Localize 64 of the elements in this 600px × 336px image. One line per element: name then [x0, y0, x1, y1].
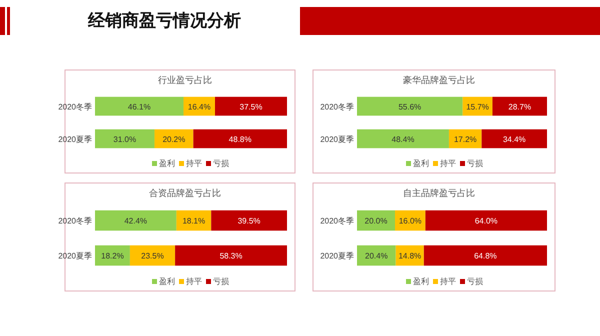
chart-title: 自主品牌盈亏占比: [403, 188, 475, 198]
bar: [357, 129, 449, 148]
data-label: 42.4%: [124, 216, 148, 226]
y-tick-label: 2020冬季: [58, 216, 92, 226]
bar: [175, 245, 287, 266]
data-label: 55.6%: [398, 102, 422, 112]
bar: [95, 96, 184, 116]
data-label: 64.0%: [474, 216, 498, 226]
bar: [95, 129, 155, 148]
data-label: 14.8%: [398, 252, 422, 260]
legend-label: 亏损: [213, 277, 229, 286]
legend-label: 盈利: [413, 159, 429, 168]
legend-label: 盈利: [413, 277, 429, 286]
chart-title: 行业盈亏占比: [158, 75, 212, 85]
bar: [215, 96, 287, 116]
legend-label: 亏损: [467, 277, 483, 286]
y-tick-label: 2020冬季: [320, 216, 354, 226]
bar: [425, 210, 547, 231]
data-label: 37.5%: [240, 102, 262, 112]
data-label: 17.2%: [454, 134, 477, 144]
data-label: 20.4%: [365, 252, 388, 260]
bar: [130, 245, 176, 266]
bar: [482, 129, 547, 148]
data-label: 20.2%: [162, 134, 186, 144]
y-tick-label: 2020夏季: [58, 252, 92, 260]
data-label: 16.0%: [398, 216, 422, 226]
legend-label: 亏损: [213, 159, 229, 168]
chart-title: 豪华品牌盈亏占比: [403, 75, 475, 85]
data-label: 23.5%: [141, 252, 164, 260]
text: 经销商盈亏情况分析: [87, 11, 241, 30]
bar: [492, 96, 547, 116]
data-label: 18.1%: [182, 216, 206, 226]
legend-label: 持平: [440, 277, 456, 286]
y-tick-label: 2020夏季: [320, 252, 354, 260]
bar: [357, 96, 463, 116]
legend-label: 盈利: [159, 277, 175, 286]
data-label: 16.4%: [188, 102, 211, 112]
legend-label: 亏损: [467, 159, 483, 168]
chart-title: 合资品牌盈亏占比: [149, 188, 221, 198]
data-label: 18.2%: [101, 252, 124, 260]
legend-label: 持平: [440, 159, 456, 168]
data-label: 20.0%: [364, 216, 388, 226]
data-label: 34.4%: [502, 134, 526, 144]
data-label: 64.8%: [474, 252, 497, 260]
data-label: 15.7%: [466, 102, 489, 112]
data-label: 48.8%: [228, 134, 252, 144]
y-tick-label: 2020夏季: [320, 134, 354, 144]
bar: [357, 245, 396, 266]
data-label: 58.3%: [220, 252, 242, 260]
bar: [424, 245, 547, 266]
y-tick-label: 2020冬季: [58, 102, 92, 112]
legend-label: 持平: [186, 159, 202, 168]
y-tick-label: 2020夏季: [58, 134, 92, 144]
bar: [193, 129, 287, 148]
legend-label: 持平: [186, 277, 202, 286]
data-label: 31.0%: [113, 134, 136, 144]
data-label: 48.4%: [392, 134, 414, 144]
bar: [95, 210, 176, 231]
data-label: 28.7%: [508, 102, 532, 112]
bar: [211, 210, 287, 231]
y-tick-label: 2020冬季: [320, 102, 354, 112]
legend-label: 盈利: [159, 159, 175, 168]
data-label: 39.5%: [238, 216, 260, 226]
data-label: 46.1%: [128, 102, 151, 112]
